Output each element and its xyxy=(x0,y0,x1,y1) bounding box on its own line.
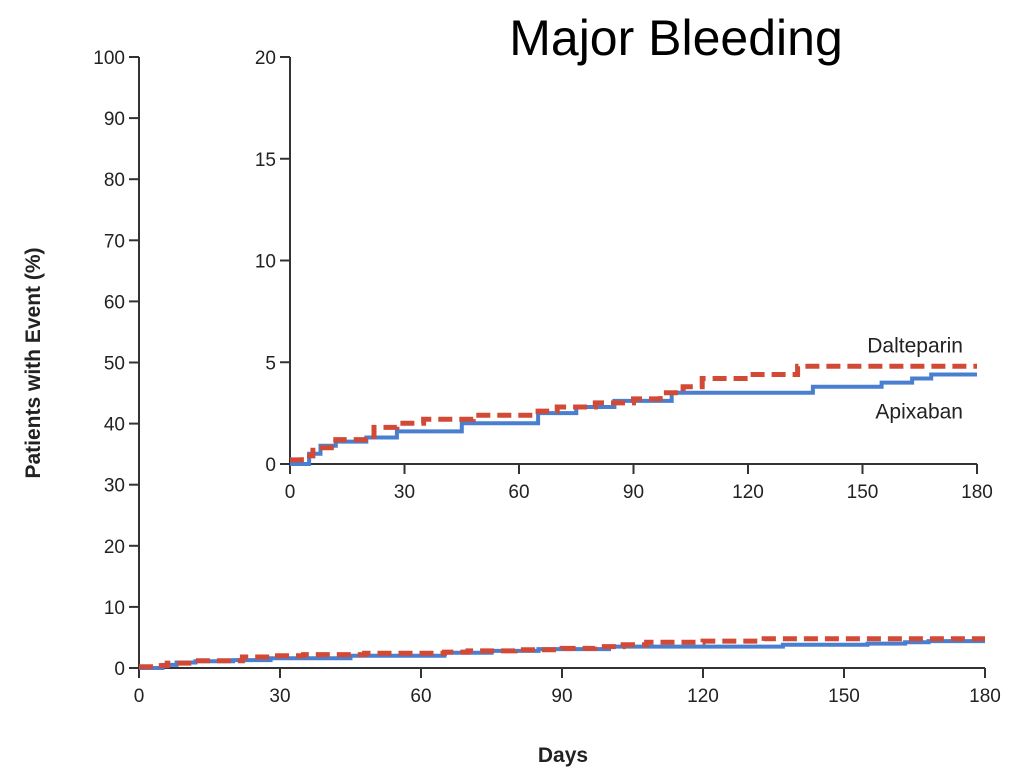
main-y-tick-label: 60 xyxy=(104,292,125,313)
main-y-tick-label: 80 xyxy=(104,170,125,191)
main-y-tick-label: 90 xyxy=(104,109,125,130)
main-x-tick-label: 0 xyxy=(134,686,145,707)
chart-title: Major Bleeding xyxy=(509,10,843,66)
main-y-tick-label: 100 xyxy=(93,48,125,69)
x-axis-label: Days xyxy=(538,744,588,767)
main-x-tick-label: 60 xyxy=(410,686,431,707)
inset-x-tick-label: 90 xyxy=(623,482,644,503)
inset-y-tick-label: 20 xyxy=(255,48,276,69)
main-x-tick-label: 150 xyxy=(828,686,860,707)
main-y-tick-label: 10 xyxy=(104,598,125,619)
main-y-tick-label: 30 xyxy=(104,476,125,497)
inset-y-tick-label: 15 xyxy=(255,150,276,171)
inset-y-tick-label: 5 xyxy=(265,353,276,374)
main-x-tick-label: 180 xyxy=(969,686,1001,707)
inset-x-tick-label: 60 xyxy=(508,482,529,503)
inset-y-tick-label: 10 xyxy=(255,252,276,273)
inset-x-tick-label: 150 xyxy=(847,482,879,503)
main-y-tick-label: 40 xyxy=(104,415,125,436)
y-axis-label: Patients with Event (%) xyxy=(22,247,45,478)
inset-series-dalteparin-line xyxy=(290,363,977,463)
main-y-tick-label: 0 xyxy=(114,659,125,680)
main-x-tick-label: 120 xyxy=(687,686,719,707)
main-y-tick-label: 20 xyxy=(104,537,125,558)
main-y-tick-label: 50 xyxy=(104,354,125,375)
inset-x-tick-label: 0 xyxy=(285,482,296,503)
main-x-tick-label: 30 xyxy=(269,686,290,707)
inset-x-tick-label: 120 xyxy=(732,482,764,503)
inset-series-apixaban-line xyxy=(290,372,977,466)
main-x-tick-label: 90 xyxy=(551,686,572,707)
legend-label-dalteparin: Dalteparin xyxy=(867,334,963,357)
inset-y-tick-label: 0 xyxy=(265,455,276,476)
main-y-tick-label: 70 xyxy=(104,231,125,252)
inset-x-tick-label: 30 xyxy=(394,482,415,503)
main-series-dalteparin-line xyxy=(139,636,985,670)
inset-plot-area: 0 5 10 15 20 0 30 60 90 120 150 180 Dalteparin Apixab… xyxy=(255,48,993,503)
inset-x-tick-label: 180 xyxy=(961,482,993,503)
legend-label-apixaban: Apixaban xyxy=(875,400,963,423)
